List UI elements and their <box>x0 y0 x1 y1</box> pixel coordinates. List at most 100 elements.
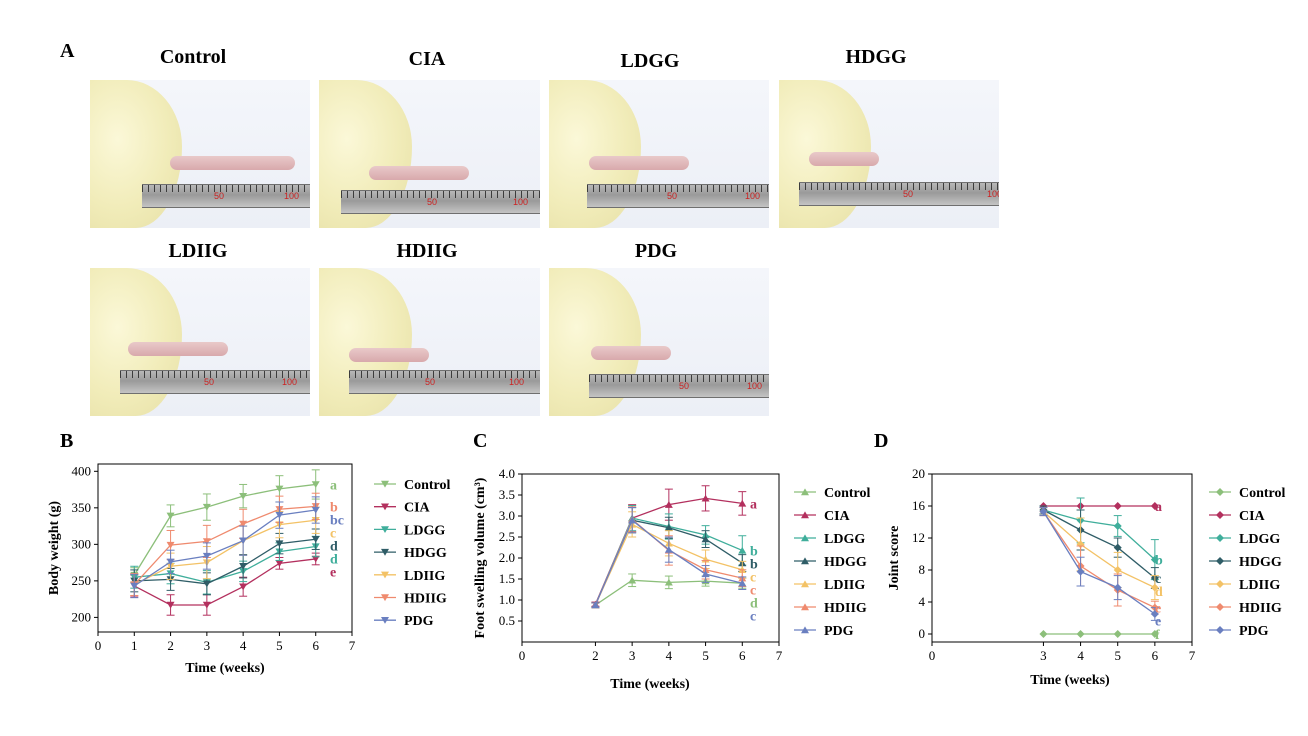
series-line <box>1043 509 1156 579</box>
significance-letter: e <box>330 565 336 580</box>
x-tick-label: 0 <box>519 648 526 663</box>
legend-label: HDGG <box>1239 555 1282 570</box>
significance-letter: b <box>750 557 758 572</box>
paw-shape <box>591 346 671 360</box>
legend-marker <box>381 571 389 579</box>
legend-label: PDG <box>404 614 434 629</box>
photo-title-hdgg: HDGG <box>845 46 907 68</box>
significance-letter: c <box>750 609 756 624</box>
data-point <box>166 541 175 549</box>
legend-label: HDIIG <box>404 592 447 607</box>
ruler-label: 50 <box>667 191 678 201</box>
y-tick-label: 400 <box>72 463 92 478</box>
ruler: 50 100 <box>341 190 540 214</box>
data-point <box>275 560 284 567</box>
data-point <box>664 524 673 531</box>
x-tick-label: 4 <box>666 648 673 663</box>
significance-letter: b <box>1155 554 1163 569</box>
y-tick-label: 2.5 <box>499 529 515 544</box>
series-line <box>1042 511 1156 589</box>
x-axis-label: Time (weeks) <box>1030 673 1110 688</box>
x-axis-label: Time (weeks) <box>610 677 690 692</box>
paw-shape <box>128 342 228 356</box>
data-point <box>202 601 211 609</box>
data-point <box>239 563 248 570</box>
series-line <box>1043 509 1156 561</box>
legend-marker <box>381 548 389 556</box>
ruler-label: 50 <box>427 197 438 207</box>
x-tick-label: 6 <box>312 638 319 653</box>
panel-label-d: D <box>874 430 889 452</box>
legend-marker <box>1216 603 1224 611</box>
legend-marker <box>1216 580 1224 588</box>
ruler-label: 50 <box>214 191 225 201</box>
legend-marker <box>381 480 389 488</box>
data-point <box>239 492 248 500</box>
x-tick-label: 6 <box>1152 648 1159 663</box>
x-tick-label: 2 <box>167 638 174 653</box>
x-tick-label: 0 <box>95 638 102 653</box>
legend-marker <box>381 503 389 511</box>
data-point <box>1076 540 1085 549</box>
significance-letter: a <box>1155 500 1162 515</box>
data-point <box>628 576 637 584</box>
data-point <box>701 494 710 502</box>
legend-label: HDIIG <box>824 601 867 616</box>
significance-letter: d <box>330 539 338 554</box>
y-tick-label: 350 <box>72 500 92 515</box>
photo-ldgg: 50 100 <box>549 80 769 228</box>
data-point <box>1150 555 1159 564</box>
ruler-label: 100 <box>509 377 525 387</box>
legend-marker <box>1216 557 1224 565</box>
data-point <box>311 481 320 489</box>
data-point <box>1113 543 1122 552</box>
legend-label: Control <box>1239 486 1286 501</box>
legend-marker <box>801 488 809 496</box>
body-weight-chart: 0 1 2 3 4 5 6 7 200 250 300 350 400 Time (weeks) Body … <box>47 463 451 676</box>
data-point <box>166 601 175 609</box>
x-tick-label: 7 <box>1189 648 1196 663</box>
data-point <box>628 516 637 524</box>
paw-shape <box>809 152 879 166</box>
legend-marker <box>801 511 809 519</box>
plot-frame <box>521 473 780 643</box>
ruler: 50 100 <box>589 374 769 398</box>
x-tick-label: 1 <box>131 638 138 653</box>
data-point <box>275 511 284 519</box>
plot-frame <box>931 473 1193 643</box>
x-axis-label: Time (weeks) <box>185 661 265 676</box>
data-point <box>1113 583 1122 592</box>
photo-title-ldgg: LDGG <box>620 50 680 72</box>
legend-marker <box>381 526 389 533</box>
paw-shape <box>349 348 429 362</box>
y-tick-label: 8 <box>919 562 926 577</box>
data-point <box>1150 502 1159 510</box>
paw-shape <box>369 166 469 180</box>
plot-frame <box>97 463 353 633</box>
ruler: 50 100 <box>142 184 310 208</box>
ruler-label: 100 <box>745 191 761 201</box>
data-point <box>1113 502 1122 510</box>
data-point <box>1150 630 1159 638</box>
photo-hdiig: 50 100 <box>319 268 540 416</box>
photo-title-hdiig: HDIIG <box>396 240 458 262</box>
legend-label: Control <box>824 486 871 501</box>
legend-marker <box>801 534 809 542</box>
significance-letter: b <box>330 500 338 515</box>
legend-label: CIA <box>824 509 851 524</box>
series-line <box>133 483 316 576</box>
data-point <box>130 582 139 590</box>
data-point <box>664 501 673 508</box>
significance-letter: a <box>750 497 757 512</box>
legend-label: CIA <box>1239 509 1266 524</box>
ruler-label: 100 <box>747 381 763 391</box>
y-tick-label: 1.5 <box>499 571 515 586</box>
photo-title-cia: CIA <box>408 48 446 70</box>
data-point <box>239 583 248 591</box>
panel-label-b: B <box>60 430 74 452</box>
ruler-label: 50 <box>204 377 215 387</box>
photo-control: 50 100 <box>90 80 310 228</box>
significance-letter: e <box>1155 615 1161 630</box>
x-tick-label: 3 <box>204 638 211 653</box>
photo-title-ldiig: LDIIG <box>168 240 228 262</box>
